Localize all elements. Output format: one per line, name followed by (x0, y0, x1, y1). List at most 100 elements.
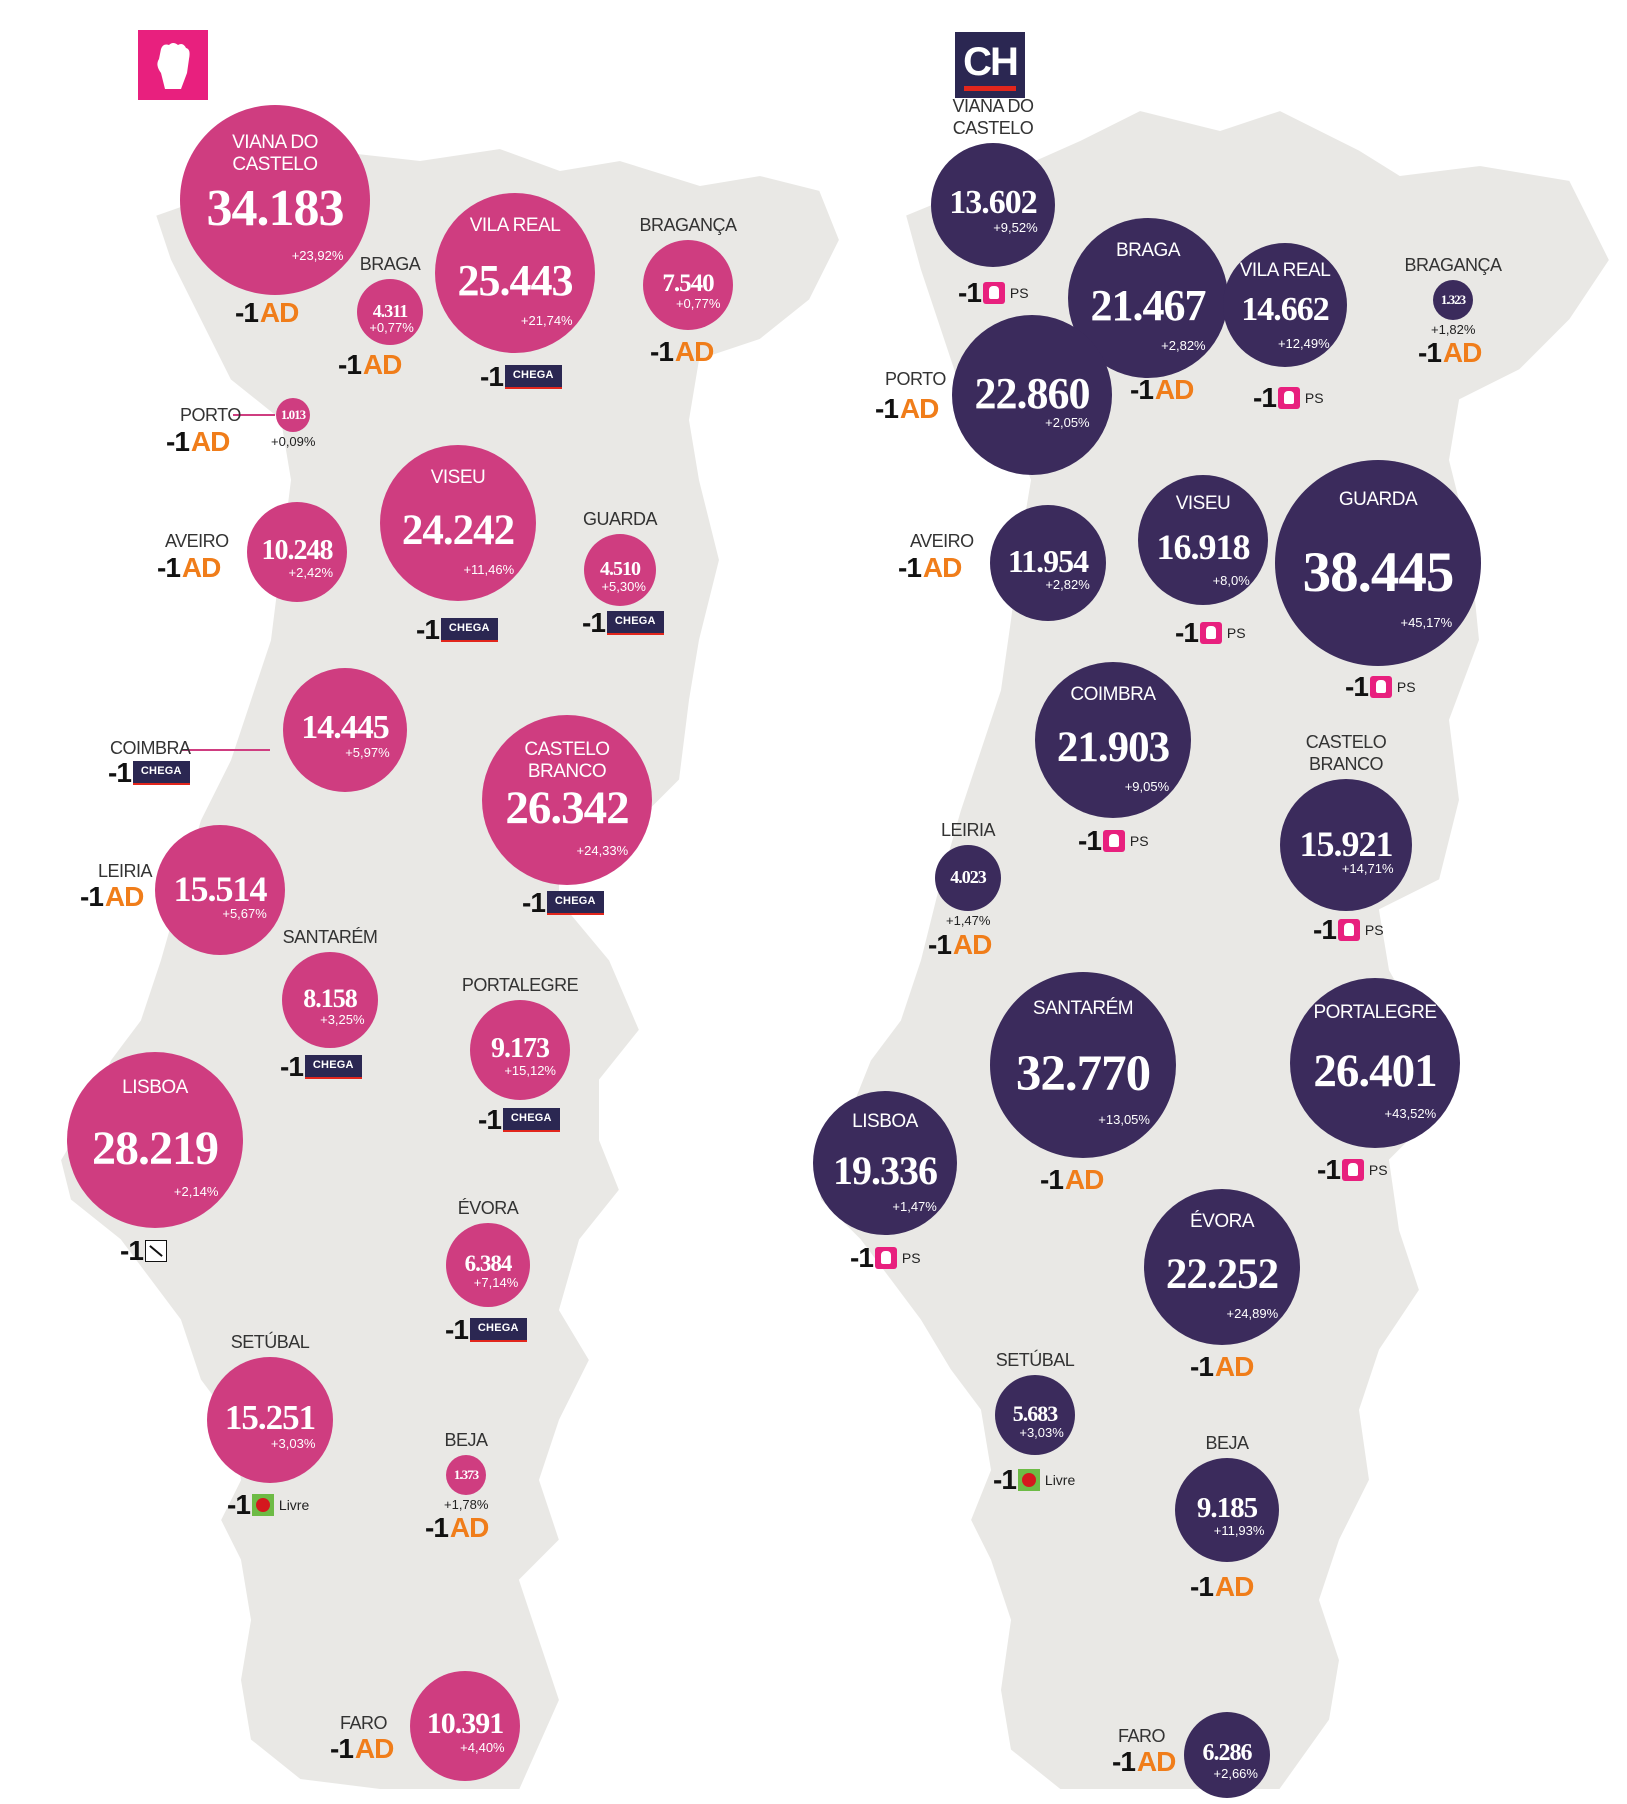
ps-castelo-branco-seat-change: -1 CHEGA (522, 888, 604, 918)
ch-aveiro-seat-change: -1 AD (898, 552, 962, 583)
ps-braga-seat-change: -1 AD (338, 350, 402, 380)
district-change-percent: +21,74% (520, 313, 573, 328)
seat-minus-one: -1 (235, 297, 259, 328)
seat-minus-one: -1 (1418, 337, 1442, 368)
seat-minus-one: -1 (1313, 914, 1337, 945)
ad-logo-icon: AD (449, 1512, 489, 1543)
ps-fist-icon (1341, 1159, 1364, 1181)
district-value: 22.860 (974, 368, 1091, 418)
ps-coimbra-seat-change: -1 CHEGA (108, 758, 190, 788)
ps-evora-seat-change: -1 CHEGA (445, 1315, 527, 1345)
ps-portalegre-label: PORTALEGRE (461, 975, 579, 995)
district-change-percent: +12,49% (1277, 336, 1330, 351)
coimbra-leader-line (182, 749, 270, 751)
district-name: LISBOA (122, 1076, 188, 1098)
ps-guarda-seat-change: -1 CHEGA (582, 608, 664, 638)
district-value: 21.467 (1090, 281, 1207, 331)
ch-faro-label: FARO (1118, 1726, 1166, 1746)
ch-viana-do-castelo-seat-change: -1 PS (958, 278, 1029, 308)
ps-castelo-branco-bubble: CASTELO BRANCO 26.342 +24,33% (482, 715, 652, 885)
district-change-percent: +43,52% (1384, 1105, 1437, 1121)
ps-vila-real-bubble: VILA REAL 25.443 +21,74% (435, 193, 595, 353)
ps-label: PS (1226, 625, 1246, 641)
district-value: 22.252 (1165, 1250, 1279, 1298)
ch-portalegre-bubble: PORTALEGRE 26.401 +43,52% (1290, 978, 1460, 1148)
district-change-percent: +23,92% (291, 247, 344, 263)
ps-santarem-seat-change: -1 CHEGA (280, 1052, 362, 1082)
ps-label: PS (1304, 390, 1324, 406)
ch-braganca-change-percent: +1,82% (1431, 322, 1476, 337)
ad-logo-icon: AD (1154, 374, 1194, 405)
district-name: LISBOA (852, 1111, 918, 1133)
district-change-percent: +24,33% (576, 842, 629, 858)
livre-poppy-icon (1017, 1469, 1040, 1491)
ch-setubal-label: SETÚBAL (995, 1350, 1075, 1370)
ps-lisboa-seat-change: -1 (120, 1236, 167, 1266)
ps-label: PS (1368, 1162, 1388, 1178)
seat-minus-one: -1 (850, 1242, 874, 1273)
ps-portalegre-seat-change: -1 CHEGA (478, 1105, 560, 1135)
ps-label: PS (901, 1250, 921, 1266)
ps-braga-bubble: 4.311 +0,77% (357, 279, 423, 345)
ps-porto-change-percent: +0,09% (271, 434, 316, 449)
district-change-percent: +2,82% (1045, 577, 1090, 593)
district-value: 4.023 (950, 866, 987, 887)
chega-logo-icon: CHEGA (606, 611, 664, 635)
ch-guarda-bubble: GUARDA 38.445 +45,17% (1275, 460, 1481, 666)
ps-faro-bubble: 10.391 +4,40% (410, 1671, 520, 1781)
ad-logo-icon: AD (1442, 337, 1482, 368)
ps-beja-seat-change: -1 AD (425, 1512, 489, 1543)
seat-minus-one: -1 (1078, 825, 1102, 856)
ch-beja-label: BEJA (1205, 1433, 1249, 1453)
seat-minus-one: -1 (898, 552, 922, 583)
chega-logo-bar (964, 85, 1016, 91)
district-change-percent: +9,05% (1124, 779, 1170, 794)
seat-minus-one: -1 (522, 887, 546, 918)
ch-portalegre-seat-change: -1 PS (1317, 1155, 1388, 1185)
seat-minus-one: -1 (227, 1489, 251, 1520)
chega-logo-icon: CHEGA (546, 891, 604, 915)
district-change-percent: +11,93% (1213, 1523, 1265, 1539)
district-value: 14.662 (1241, 291, 1330, 329)
district-value: 16.918 (1156, 526, 1251, 567)
ch-leiria-seat-change: -1 AD (928, 929, 992, 960)
porto-leader-line (233, 414, 275, 416)
ps-porto-seat-change: -1 AD (166, 426, 230, 457)
ad-logo-icon: AD (1214, 1571, 1254, 1602)
district-value: 1.013 (280, 406, 306, 422)
ps-santarem-bubble: 8.158 +3,25% (282, 952, 378, 1048)
seat-minus-one: -1 (1130, 374, 1154, 405)
livre-label: Livre (278, 1497, 310, 1513)
portugal-map-left (58, 146, 842, 1791)
ch-viseu-seat-change: -1 PS (1175, 618, 1246, 648)
district-value: 26.342 (505, 782, 629, 835)
seat-minus-one: -1 (1040, 1164, 1064, 1195)
ch-coimbra-bubble: COIMBRA 21.903 +9,05% (1035, 662, 1191, 818)
seat-minus-one: -1 (958, 277, 982, 308)
seat-minus-one: -1 (1253, 382, 1277, 413)
ps-faro-seat-change: -1 AD (330, 1733, 394, 1764)
ps-aveiro-label: AVEIRO (165, 531, 229, 551)
ch-vila-real-seat-change: -1 PS (1253, 383, 1324, 413)
ps-braga-label: BRAGA (359, 254, 421, 274)
ps-fist-icon (874, 1247, 897, 1269)
district-name: COIMBRA (1070, 683, 1156, 705)
district-value: 38.445 (1302, 541, 1455, 605)
district-change-percent: +3,25% (320, 1011, 365, 1027)
ps-setubal-bubble: 15.251 +3,03% (207, 1357, 333, 1483)
district-change-percent: +2,82% (1161, 338, 1206, 353)
ad-logo-icon: AD (1214, 1351, 1254, 1382)
ps-aveiro-bubble: 10.248 +2,42% (247, 502, 347, 602)
district-name: BRAGA (1115, 240, 1181, 262)
district-change-percent: +0,77% (675, 296, 721, 312)
district-value: 4.311 (372, 300, 409, 321)
ad-logo-icon: AD (952, 929, 992, 960)
seat-minus-one: -1 (166, 426, 190, 457)
seat-minus-one: -1 (330, 1733, 354, 1764)
ad-logo-icon: AD (674, 336, 714, 367)
district-change-percent: +1,47% (892, 1199, 937, 1214)
ch-viana-do-castelo-bubble: 13.602 +9,52% (931, 143, 1055, 267)
iniciativa-liberal-icon (144, 1240, 167, 1262)
ps-label: PS (1396, 679, 1416, 695)
ps-vila-real-seat-change: -1 CHEGA (480, 362, 562, 392)
